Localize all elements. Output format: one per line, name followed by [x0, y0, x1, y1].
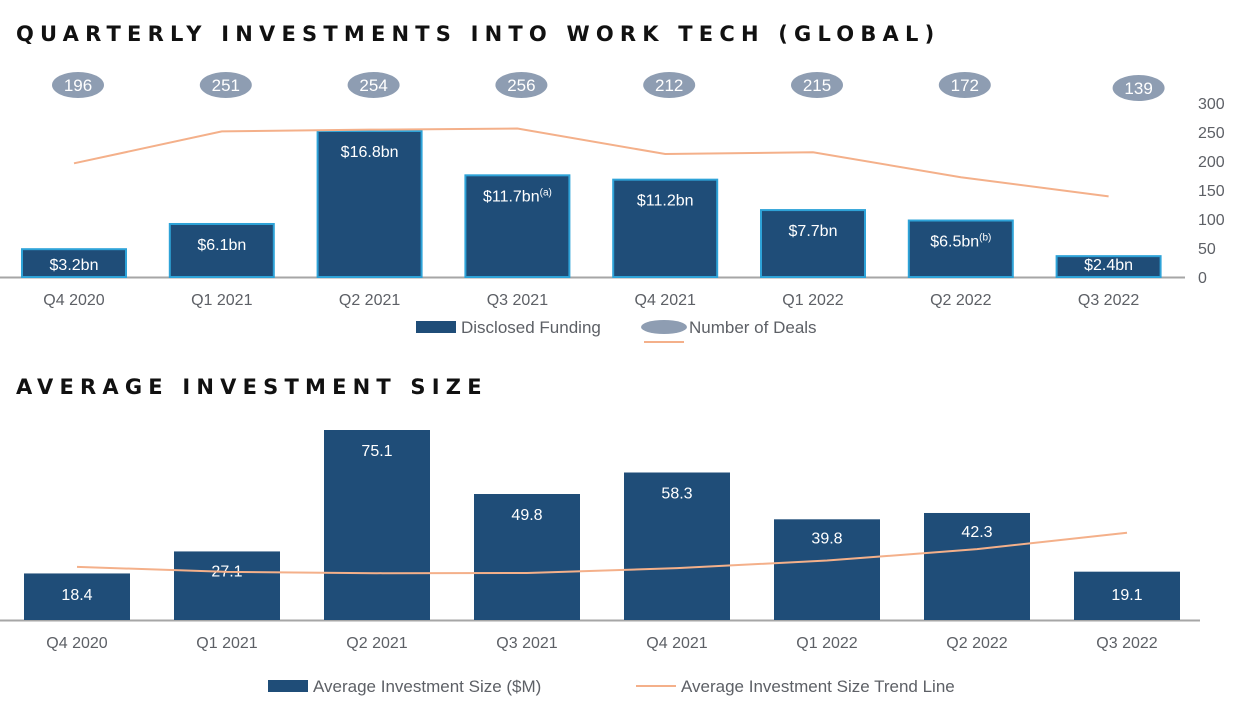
- y2-tick-label: 250: [1198, 125, 1225, 142]
- funding-bar-label: $3.2bn: [50, 257, 99, 274]
- deals-line: [73, 127, 1109, 198]
- avg-size-bar-label: 42.3: [961, 524, 992, 541]
- deal-count-badge: [938, 72, 991, 98]
- quarterly-investments-chart: $3.2bn Q4 2020 $6.1bn Q1 2021 $16.8bn Q2 2021…: [0, 72, 1225, 343]
- legend-label-funding: Disclosed Funding: [461, 318, 601, 337]
- avg-size-bar: [924, 512, 1030, 620]
- x-tick-label: Q4 2021: [646, 635, 707, 652]
- y2-tick-label: 100: [1198, 212, 1225, 229]
- avg-size-bar-label: 49.8: [511, 507, 542, 524]
- funding-bar-label: $11.7bn(a): [483, 187, 552, 205]
- y2-tick-label: 50: [1198, 241, 1216, 258]
- funding-bar: [1055, 255, 1162, 278]
- y2-tick-label: 0: [1198, 270, 1207, 287]
- avg-size-bar: [474, 494, 580, 620]
- deal-count-badge: [52, 72, 104, 98]
- deal-count-label: 172: [951, 76, 979, 95]
- legend-swatch-avg-size: [268, 680, 308, 692]
- x-tick-label: Q3 2022: [1078, 292, 1139, 309]
- chart-title-average-investment-size: AVERAGE INVESTMENT SIZE: [16, 375, 488, 399]
- avg-size-trend-line: [76, 531, 1128, 575]
- y2-tick-label: 300: [1198, 96, 1225, 113]
- deal-count-label: 251: [212, 76, 240, 95]
- avg-size-bar: [24, 573, 130, 620]
- legend-label-avg-size: Average Investment Size ($M): [313, 677, 541, 696]
- x-tick-label: Q1 2021: [196, 635, 257, 652]
- y2-tick-label: 200: [1198, 154, 1225, 171]
- chart-title-quarterly-investments: QUARTERLY INVESTMENTS INTO WORK TECH (GL…: [16, 22, 941, 46]
- avg-size-bar: [624, 472, 730, 620]
- x-tick-label: Q2 2022: [946, 635, 1007, 652]
- x-tick-label: Q2 2022: [930, 292, 991, 309]
- funding-bar: [760, 209, 866, 278]
- avg-size-bar: [774, 519, 880, 620]
- legend-swatch-funding: [416, 321, 456, 333]
- legend-label-trend: Average Investment Size Trend Line: [681, 677, 955, 696]
- deal-count-badge: [791, 72, 843, 98]
- x-tick-label: Q4 2020: [46, 635, 107, 652]
- deal-count-label: 254: [359, 76, 387, 95]
- funding-bar: [612, 178, 719, 279]
- x-tick-label: Q2 2021: [346, 635, 407, 652]
- deal-count-badge: [347, 72, 400, 98]
- avg-size-bar: [174, 551, 280, 620]
- deal-count-label: 196: [64, 76, 92, 95]
- avg-size-bar-label: 75.1: [361, 443, 392, 460]
- avg-size-bar-label: 58.3: [661, 486, 692, 503]
- avg-size-bar: [324, 430, 430, 620]
- x-tick-label: Q4 2021: [635, 292, 696, 309]
- funding-footnote-marker: (b): [979, 233, 991, 244]
- deal-count-badge: [495, 72, 548, 98]
- funding-bar: [316, 130, 423, 278]
- x-tick-label: Q1 2021: [191, 292, 252, 309]
- deal-count-label: 139: [1124, 79, 1152, 98]
- x-tick-label: Q3 2021: [496, 635, 557, 652]
- deal-count-label: 215: [803, 76, 831, 95]
- avg-size-bar: [1074, 571, 1180, 620]
- x-tick-label: Q3 2022: [1096, 635, 1157, 652]
- funding-bar: [21, 248, 127, 278]
- funding-bar-label: $2.4bn: [1084, 257, 1133, 274]
- x-tick-label: Q1 2022: [782, 292, 843, 309]
- deal-count-badge: [643, 72, 696, 98]
- x-tick-label: Q1 2022: [796, 635, 857, 652]
- legend-swatch-deals: [641, 320, 687, 334]
- funding-bar: [464, 174, 571, 278]
- deal-count-badge: [199, 72, 252, 98]
- deal-count-label: 256: [507, 76, 535, 95]
- funding-footnote-marker: (a): [540, 187, 552, 198]
- funding-bar: [907, 219, 1014, 278]
- avg-size-bar-label: 19.1: [1111, 587, 1142, 604]
- funding-bar-label: $16.8bn: [341, 144, 399, 161]
- y2-tick-label: 150: [1198, 183, 1225, 200]
- funding-bar-label: $11.2bn: [637, 193, 694, 210]
- funding-bar: [168, 222, 275, 279]
- deal-count-badge: [1112, 75, 1165, 101]
- avg-size-bar-label: 39.8: [811, 530, 842, 547]
- x-tick-label: Q3 2021: [487, 292, 548, 309]
- x-tick-label: Q4 2020: [43, 292, 104, 309]
- x-tick-label: Q2 2021: [339, 292, 400, 309]
- deal-count-label: 212: [655, 76, 683, 95]
- legend-label-deals: Number of Deals: [689, 318, 817, 337]
- funding-bar-label: $7.7bn: [789, 223, 838, 240]
- funding-bar-label: $6.1bn: [197, 237, 246, 254]
- avg-size-bar-label: 18.4: [61, 587, 92, 604]
- funding-bar-label: $6.5bn(b): [930, 233, 991, 251]
